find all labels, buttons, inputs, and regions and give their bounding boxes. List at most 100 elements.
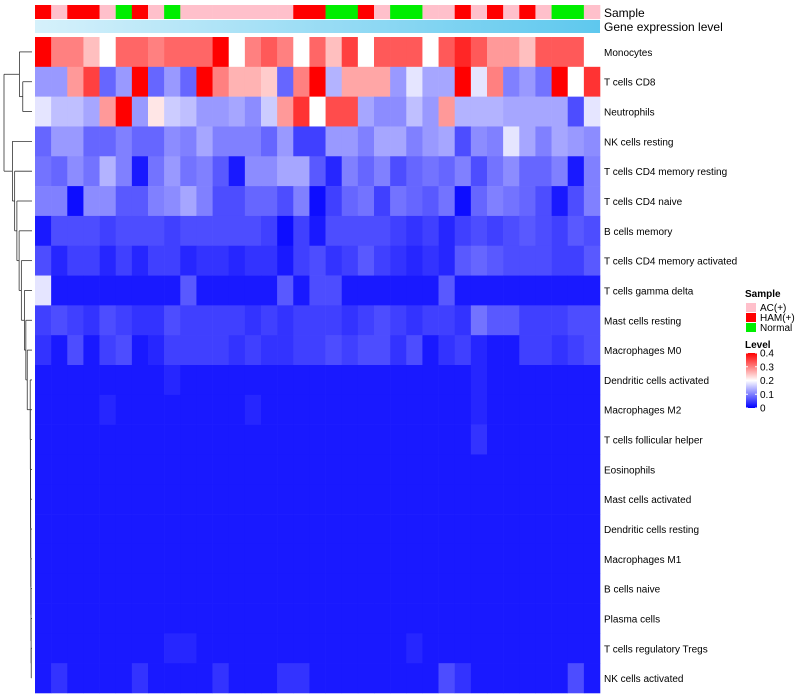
heatmap-cell: [390, 603, 407, 634]
heatmap-cell: [277, 543, 294, 575]
heatmap-cell: [67, 156, 84, 187]
heatmap-cell: [35, 335, 52, 366]
heatmap-cell: [180, 663, 197, 694]
heatmap-cell: [438, 663, 456, 694]
sample-cell: [341, 5, 359, 19]
heatmap-cell: [99, 663, 117, 694]
heatmap-cell: [454, 633, 472, 664]
heatmap-cell: [567, 543, 585, 575]
heatmap-cell: [325, 245, 343, 276]
heatmap-cell: [309, 663, 326, 694]
heatmap-cell: [406, 96, 423, 127]
heatmap-cell: [422, 305, 439, 336]
heatmap-cell: [470, 66, 488, 97]
heatmap-cell: [228, 365, 246, 396]
heatmap-cell: [228, 37, 246, 68]
heatmap-cell: [438, 305, 456, 336]
heatmap-cell: [470, 573, 488, 604]
heatmap-cell: [228, 424, 246, 455]
heatmap-cell: [470, 305, 488, 336]
heatmap-cell: [277, 633, 294, 664]
heatmap-cell: [406, 603, 423, 634]
heatmap-cell: [277, 156, 294, 187]
heatmap-cell: [212, 484, 230, 515]
heatmap-cell: [325, 514, 343, 545]
heatmap-cell: [341, 454, 359, 485]
heatmap-cell: [341, 96, 359, 127]
heatmap-cell: [293, 365, 310, 396]
heatmap-cell: [83, 275, 100, 306]
heatmap-cell: [422, 37, 439, 68]
heatmap-cell: [454, 96, 472, 127]
heatmap-cell: [551, 186, 569, 217]
heatmap-cell: [422, 484, 439, 515]
heatmap-cell: [293, 215, 310, 247]
heatmap-cell: [487, 37, 504, 68]
heatmap-cell: [454, 126, 472, 157]
heatmap-cell: [406, 335, 423, 366]
heatmap-cell: [567, 156, 585, 187]
heatmap-cell: [341, 573, 359, 604]
heatmap-cell: [261, 454, 278, 485]
heatmap-cell: [131, 126, 149, 157]
heatmap-cell: [99, 454, 117, 485]
heatmap-cell: [551, 96, 569, 127]
heatmap-cell: [115, 394, 133, 425]
heatmap-cell: [277, 215, 294, 247]
heatmap-cell: [196, 394, 213, 425]
heatmap-cell: [341, 186, 359, 217]
heatmap-cell: [212, 66, 230, 97]
heatmap-cell: [454, 603, 472, 634]
heatmap-cell: [115, 424, 133, 455]
heatmap-cell: [244, 126, 262, 157]
heatmap-cell: [244, 394, 262, 425]
sample-cell: [454, 5, 472, 19]
heatmap-cell: [390, 245, 407, 276]
heatmap-cell: [309, 514, 326, 545]
heatmap-cell: [180, 484, 197, 515]
heatmap-cell: [374, 126, 391, 157]
heatmap-cell: [277, 365, 294, 396]
heatmap-cell: [438, 335, 456, 366]
legend-swatch: [746, 313, 756, 322]
heatmap-cell: [51, 245, 68, 276]
heatmap-cell: [583, 365, 601, 396]
heatmap-cell: [438, 156, 456, 187]
heatmap-cell: [51, 305, 68, 336]
heatmap-cell: [503, 365, 520, 396]
heatmap-cell: [35, 245, 52, 276]
heatmap-cell: [115, 186, 133, 217]
heatmap-cell: [551, 245, 569, 276]
heatmap-cell: [390, 454, 407, 485]
heatmap-cell: [51, 275, 68, 306]
heatmap-cell: [99, 156, 117, 187]
heatmap-cell: [228, 394, 246, 425]
heatmap-cell: [131, 663, 149, 694]
heatmap-cell: [470, 633, 488, 664]
heatmap-cell: [196, 454, 213, 485]
heatmap-cell: [293, 514, 310, 545]
heatmap-cell: [309, 394, 326, 425]
heatmap-cell: [470, 96, 488, 127]
heatmap-cell: [196, 633, 213, 664]
heatmap-cell: [454, 275, 472, 306]
heatmap-cell: [406, 633, 423, 664]
heatmap-cell: [164, 573, 181, 604]
heatmap-cell: [293, 335, 310, 366]
heatmap-cell: [131, 424, 149, 455]
row-label: T cells CD8: [604, 78, 656, 89]
heatmap-cell: [99, 305, 117, 336]
heatmap-cell: [67, 305, 84, 336]
heatmap-cell: [51, 514, 68, 545]
heatmap-cell: [115, 514, 133, 545]
heatmap-cell: [470, 215, 488, 247]
sample-cell: [357, 5, 375, 19]
heatmap-cell: [244, 186, 262, 217]
heatmap-cell: [422, 186, 439, 217]
heatmap-cell: [519, 514, 536, 545]
heatmap-cell: [422, 543, 439, 575]
heatmap-cell: [228, 484, 246, 515]
heatmap-cell: [325, 543, 343, 575]
sample-cell: [438, 5, 456, 19]
heatmap-cell: [244, 365, 262, 396]
